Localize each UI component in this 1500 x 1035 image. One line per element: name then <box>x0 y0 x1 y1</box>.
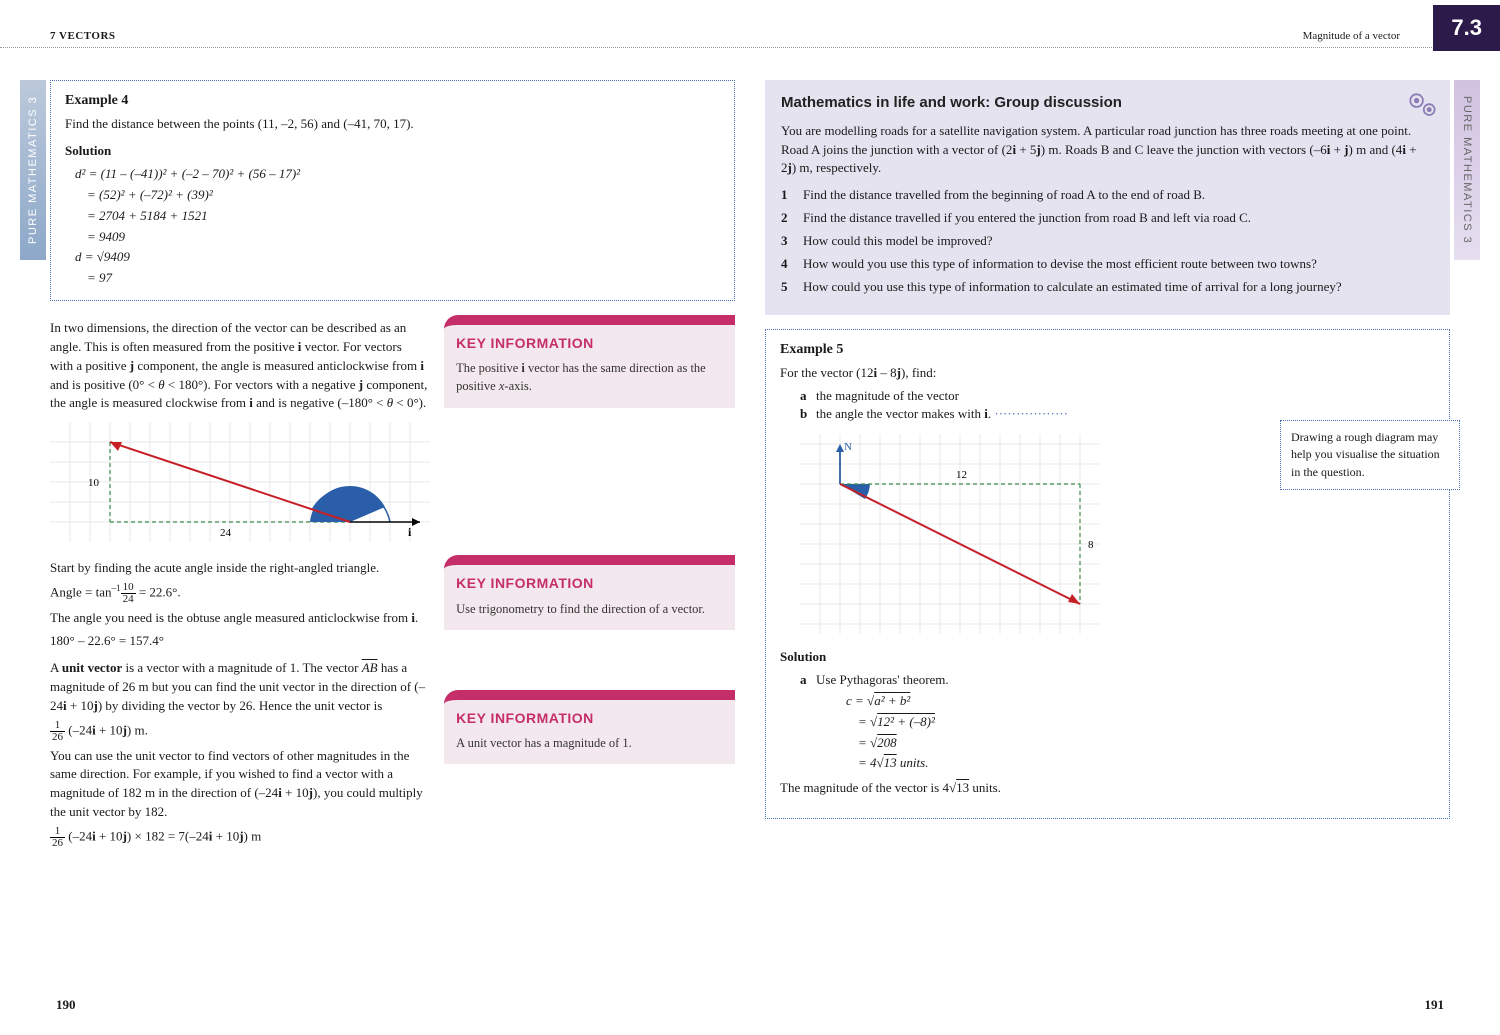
left-page: Example 4 Find the distance between the … <box>50 80 735 1015</box>
page-header: 7 VECTORS Magnitude of a vector 7.3 <box>0 0 1500 48</box>
list-item: 4How would you use this type of informat… <box>781 255 1434 274</box>
key-info-3: KEY INFORMATION A unit vector has a magn… <box>444 690 735 764</box>
example-4-prompt: Find the distance between the points (11… <box>65 115 720 134</box>
key-info-body: The positive i vector has the same direc… <box>456 359 723 395</box>
diagram-label: 24 <box>220 527 232 539</box>
list-item: 3How could this model be improved? <box>781 232 1434 251</box>
example-5-prompt: For the vector (12i – 8j), find: <box>780 364 1435 383</box>
page-number-right: 191 <box>1425 996 1445 1015</box>
list-item: 1Find the distance travelled from the be… <box>781 186 1434 205</box>
example-4-box: Example 4 Find the distance between the … <box>50 80 735 301</box>
key-info-1: KEY INFORMATION The positive i vector ha… <box>444 315 735 408</box>
diagram-label: N <box>844 441 852 453</box>
math-step: = 2704 + 5184 + 1521 <box>87 207 720 226</box>
key-info-title: KEY INFORMATION <box>456 565 723 599</box>
body-text: The angle you need is the obtuse angle m… <box>50 609 428 628</box>
example-5-solution-title: Solution <box>780 648 1435 667</box>
callout-diagram-hint: Drawing a rough diagram may help you vis… <box>1280 420 1460 490</box>
key-info-body: A unit vector has a magnitude of 1. <box>456 734 723 752</box>
body-text: 126 (–24i + 10j) × 182 = 7(–24i + 10j) m <box>50 826 428 849</box>
body-text: 126 (–24i + 10j) m. <box>50 720 428 743</box>
diagram-label: 10 <box>88 477 100 489</box>
list-item: 2Find the distance travelled if you ente… <box>781 209 1434 228</box>
gear-icon <box>1404 88 1440 124</box>
example-4-title: Example 4 <box>65 91 720 111</box>
solution-conclusion: The magnitude of the vector is 4√13 unit… <box>780 779 1435 798</box>
example-4-solution-title: Solution <box>65 142 720 161</box>
key-info-body: Use trigonometry to find the direction o… <box>456 600 723 618</box>
diagram-label: 12 <box>956 469 967 481</box>
vector-diagram-2: N 12 8 <box>800 434 1100 634</box>
math-step: = (52)² + (–72)² + (39)² <box>87 186 720 205</box>
body-text: 180° – 22.6° = 157.4° <box>50 632 428 651</box>
direction-paragraph: In two dimensions, the direction of the … <box>50 319 428 413</box>
chapter-label: 7 VECTORS <box>50 30 116 42</box>
solution-part: aUse Pythagoras' theorem. <box>800 671 1435 690</box>
key-info-title: KEY INFORMATION <box>456 700 723 734</box>
math-step: c = √a² + b² <box>846 692 1435 711</box>
page-number-left: 190 <box>56 996 76 1015</box>
topic-label: Magnitude of a vector <box>1303 30 1400 42</box>
section-badge: 7.3 <box>1433 5 1500 51</box>
math-step: = √12² + (–8)² <box>858 713 1435 732</box>
body-text: Start by finding the acute angle inside … <box>50 559 428 578</box>
example-5-title: Example 5 <box>780 340 1435 360</box>
math-step: d² = (11 – (–41))² + (–2 – 70)² + (56 – … <box>75 165 720 184</box>
body-text: You can use the unit vector to find vect… <box>50 747 428 822</box>
two-page-spread: Example 4 Find the distance between the … <box>50 80 1450 1015</box>
discussion-list: 1Find the distance travelled from the be… <box>781 186 1434 296</box>
math-step: = 9409 <box>87 228 720 247</box>
discussion-intro: You are modelling roads for a satellite … <box>781 122 1434 179</box>
key-info-title: KEY INFORMATION <box>456 325 723 359</box>
discussion-title: Mathematics in life and work: Group disc… <box>781 92 1434 114</box>
math-step: = 4√13 units. <box>858 754 1435 773</box>
diagram-label: i <box>408 525 412 539</box>
math-step: d = √9409 <box>75 248 720 267</box>
side-tab-right: PURE MATHEMATICS 3 <box>1454 80 1480 260</box>
math-step: = √208 <box>858 734 1435 753</box>
body-text: A unit vector is a vector with a magnitu… <box>50 659 428 716</box>
vector-angle-diagram-1: 10 24 i <box>50 422 430 542</box>
example-part: athe magnitude of the vector <box>800 387 1435 406</box>
key-info-2: KEY INFORMATION Use trigonometry to find… <box>444 555 735 629</box>
example-5-box: Example 5 For the vector (12i – 8j), fin… <box>765 329 1450 820</box>
discussion-box: Mathematics in life and work: Group disc… <box>765 80 1450 315</box>
body-text: Angle = tan–11024 = 22.6°. <box>50 582 428 605</box>
right-page: Mathematics in life and work: Group disc… <box>765 80 1450 1015</box>
side-tab-left: PURE MATHEMATICS 3 <box>20 80 46 260</box>
diagram-label: 8 <box>1088 539 1094 551</box>
math-step: = 97 <box>87 269 720 288</box>
list-item: 5How could you use this type of informat… <box>781 278 1434 297</box>
